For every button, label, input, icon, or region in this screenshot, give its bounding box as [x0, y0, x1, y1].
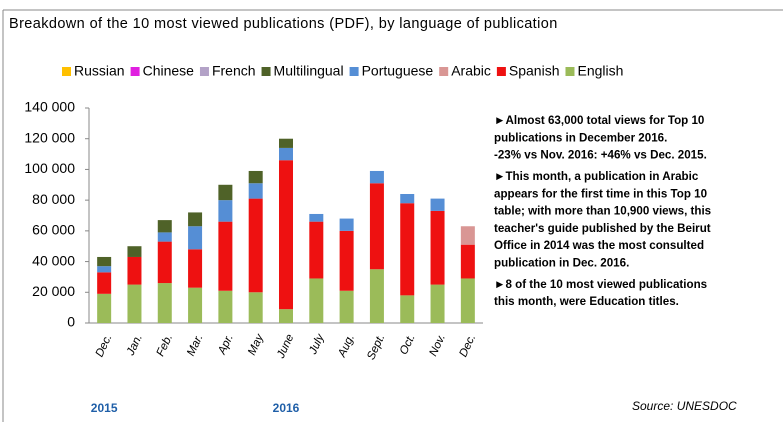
bar-segment: [218, 200, 233, 222]
bar-segment: [97, 272, 112, 294]
legend-swatch: [349, 67, 359, 76]
legend-label: English: [577, 63, 623, 79]
legend-swatch: [439, 67, 449, 76]
bar-segment: [248, 170, 263, 184]
annotation: ►Almost 63,000 total views for Top 10: [494, 114, 704, 127]
bar-segment: [430, 284, 445, 323]
bar-segment: [127, 246, 142, 257]
legend-swatch: [62, 67, 71, 76]
x-tick-label: May: [246, 331, 267, 357]
bar-segment: [97, 266, 112, 273]
legend-label: French: [212, 63, 256, 79]
x-tick-label: Apr.: [216, 332, 236, 357]
bar-segment: [369, 170, 384, 184]
legend-swatch: [496, 67, 506, 76]
bar-segment: [339, 218, 354, 231]
bar-segment: [157, 220, 172, 233]
legend-label: Chinese: [143, 63, 195, 79]
bar-segment: [157, 283, 172, 323]
annotation: ►This month, a publication in Arabic: [494, 170, 699, 183]
bar-segment: [218, 221, 233, 291]
annotation: this month, were Education titles.: [494, 295, 679, 308]
year-label: 2016: [273, 401, 300, 415]
bar-segment: [400, 194, 415, 204]
bar-segment: [188, 226, 203, 250]
bar-segment: [460, 278, 475, 323]
bar-segment: [218, 290, 233, 323]
annotation: teacher's guide published by the Beirut: [494, 222, 711, 235]
x-tick-label: Nov.: [427, 332, 448, 358]
bar-segment: [369, 269, 384, 323]
bar-segment: [430, 210, 445, 285]
y-tick-label: 60 000: [32, 222, 75, 238]
bar-segment: [248, 198, 263, 293]
source: Source: UNESDOC: [632, 399, 737, 413]
bar-segment: [248, 292, 263, 323]
legend-label: Arabic: [451, 63, 491, 79]
x-tick-label: Jan.: [124, 332, 144, 358]
bar-segment: [339, 290, 354, 323]
bar-segment: [127, 284, 142, 323]
legend-label: Russian: [74, 63, 125, 79]
annotation: table; with more than 10,900 views, this: [494, 205, 711, 218]
bar-segment: [97, 293, 112, 323]
x-tick-label: Mar.: [185, 332, 205, 358]
bar-segment: [157, 232, 172, 242]
bar-segment: [127, 256, 142, 285]
legend-swatch: [261, 67, 271, 76]
annotation: -23% vs Nov. 2016: +46% vs Dec. 2015.: [494, 149, 707, 162]
bar-segment: [279, 138, 293, 148]
bar-segment: [400, 295, 415, 323]
legend-label: Portuguese: [362, 63, 434, 79]
bar-segment: [188, 212, 203, 227]
legend-swatch: [565, 67, 575, 76]
bar-segment: [279, 160, 293, 310]
bar-segment: [369, 183, 384, 270]
bar-segment: [279, 309, 293, 323]
x-tick-label: Aug.: [336, 332, 357, 359]
bar-segment: [157, 241, 172, 284]
x-tick-label: Sept.: [365, 332, 387, 361]
legend-label: Spanish: [509, 63, 560, 79]
bar-segment: [430, 198, 445, 211]
annotation: Office in 2014 was the most consulted: [494, 239, 704, 252]
bar-segment: [339, 230, 354, 291]
y-tick-label: 40 000: [32, 252, 75, 268]
bar-segment: [309, 213, 324, 222]
legend-swatch: [199, 67, 209, 76]
bar-segment: [279, 147, 293, 161]
y-tick-label: 120 000: [24, 129, 75, 145]
bar-segment: [400, 203, 415, 296]
annotation: appears for the first time in this Top 1…: [494, 187, 707, 200]
annotation: ►8 of the 10 most viewed publications: [494, 278, 707, 291]
y-tick-label: 80 000: [32, 191, 75, 207]
bar-segment: [309, 278, 324, 323]
bar-segment: [460, 244, 475, 279]
annotation: publication in Dec. 2016.: [494, 256, 629, 269]
bar-segment: [309, 221, 324, 279]
annotation: publications in December 2016.: [494, 131, 667, 144]
bar-segment: [248, 183, 263, 199]
legend-label: Multilingual: [274, 63, 344, 79]
bar-segment: [460, 226, 475, 245]
x-tick-label: Dec.: [457, 332, 478, 359]
y-tick-label: 140 000: [24, 99, 75, 115]
bar-segment: [97, 256, 112, 267]
chart-title: Breakdown of the 10 most viewed publicat…: [9, 16, 558, 32]
x-tick-label: Feb.: [155, 332, 176, 358]
year-label: 2015: [91, 401, 118, 415]
x-tick-label: Oct.: [398, 332, 418, 356]
y-tick-label: 0: [67, 314, 75, 330]
x-tick-label: Dec.: [94, 332, 115, 359]
y-tick-label: 100 000: [24, 160, 75, 176]
legend-swatch: [130, 67, 140, 76]
bar-segment: [218, 184, 233, 201]
x-tick-label: July: [307, 331, 327, 357]
x-tick-label: June: [275, 332, 297, 361]
bar-segment: [188, 287, 203, 323]
bar-segment: [188, 249, 203, 288]
y-tick-label: 20 000: [32, 283, 75, 299]
